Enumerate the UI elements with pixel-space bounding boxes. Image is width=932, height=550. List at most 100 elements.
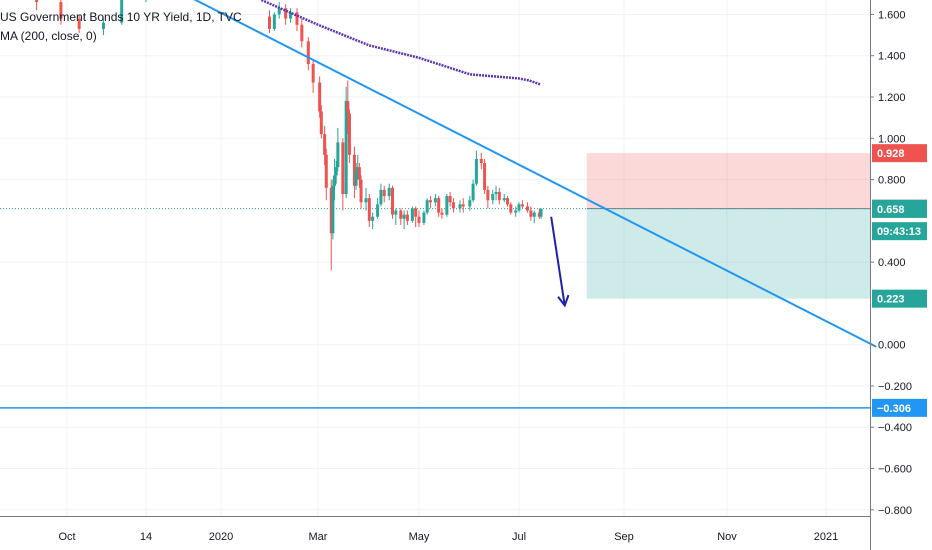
- candle-body: [268, 16, 271, 29]
- candle-body: [359, 179, 363, 203]
- candlestick-series: [35, 0, 543, 271]
- candle-body: [440, 212, 444, 215]
- y-tick-label: 0.800: [878, 175, 906, 187]
- candle: [347, 109, 351, 164]
- ma-indicator-label[interactable]: MA (200, close, 0): [0, 29, 97, 43]
- x-tick-label: May: [409, 531, 430, 543]
- grid-lines: [0, 0, 870, 516]
- candle: [354, 163, 358, 190]
- candle: [336, 127, 340, 172]
- candle-body: [399, 210, 403, 219]
- y-tick-label: 1.600: [878, 9, 906, 21]
- price-badge: −0.306: [872, 398, 927, 417]
- candle: [437, 196, 441, 217]
- candle: [425, 198, 429, 215]
- candle-body: [367, 198, 371, 221]
- candle: [391, 185, 395, 219]
- price-axis[interactable]: 1.600 1.400 1.200 1.000 0.800 0.400 0.000 −0.20…: [870, 0, 927, 550]
- candle: [537, 208, 541, 219]
- candle-body: [410, 208, 414, 221]
- y-tick-label: −0.200: [878, 381, 912, 393]
- stop-loss-zone: [586, 153, 870, 209]
- candle: [331, 179, 335, 240]
- candle-body: [532, 212, 536, 217]
- x-tick-label: Oct: [58, 531, 75, 543]
- candle-body: [437, 198, 441, 213]
- candle: [77, 14, 81, 34]
- candle-body: [537, 212, 541, 217]
- candle: [491, 189, 495, 205]
- candle-body: [319, 111, 323, 135]
- descending-trendline: [193, 0, 877, 348]
- candle-body: [514, 210, 518, 213]
- candle: [474, 150, 478, 186]
- candle: [352, 146, 356, 199]
- candle-body: [344, 101, 348, 195]
- candle: [532, 210, 536, 223]
- candle-body: [59, 2, 63, 19]
- candle: [333, 158, 337, 201]
- candle: [379, 183, 383, 207]
- candle: [344, 86, 348, 199]
- candle: [357, 163, 361, 188]
- candle: [525, 202, 529, 213]
- price-badge-bg: [872, 222, 927, 241]
- candle-body: [458, 204, 462, 209]
- candle-body: [445, 196, 449, 215]
- candle-body: [341, 142, 345, 195]
- price-badge-text: −0.306: [877, 403, 911, 415]
- candle-body: [387, 187, 391, 197]
- candle-body: [405, 214, 409, 221]
- price-badge: 0.928: [872, 144, 927, 163]
- candle: [277, 2, 281, 19]
- down-arrow-shaft: [550, 216, 566, 306]
- candle: [101, 18, 105, 36]
- candle: [509, 202, 513, 215]
- x-tick-label: Sep: [614, 531, 634, 543]
- candle-body: [402, 214, 406, 219]
- candle: [394, 208, 398, 225]
- candle: [364, 187, 368, 211]
- candle-body: [77, 18, 81, 29]
- x-tick-label: 2020: [209, 531, 233, 543]
- candle: [422, 210, 426, 225]
- candle: [59, 0, 63, 25]
- candle: [371, 212, 375, 230]
- candle-body: [284, 8, 288, 19]
- candle-body: [414, 208, 418, 217]
- candle: [471, 179, 475, 203]
- candle-body: [329, 187, 333, 234]
- down-arrow-icon: [557, 294, 570, 308]
- candle: [120, 0, 124, 25]
- candle-body: [494, 191, 498, 195]
- y-tick-label: 0.000: [878, 340, 906, 352]
- x-tick-label: 14: [140, 531, 152, 543]
- candle: [145, 0, 147, 3]
- candle: [502, 194, 506, 203]
- candle: [334, 160, 338, 184]
- candle-body: [336, 142, 340, 168]
- candle-body: [451, 202, 455, 209]
- candle-body: [461, 204, 465, 207]
- candle: [399, 208, 403, 225]
- price-badge-bg: [872, 199, 927, 218]
- price-badge-bg: [872, 289, 927, 308]
- candle-body: [382, 189, 386, 197]
- time-axis[interactable]: Oct 14 2020 Mar May Jul Sep Nov 2021: [0, 516, 870, 544]
- x-tick-label: 2021: [814, 531, 838, 543]
- candle-body: [371, 216, 375, 221]
- candle-body: [347, 113, 351, 155]
- long-short-position[interactable]: [586, 153, 870, 299]
- candle-body: [433, 198, 437, 203]
- candle-body: [422, 212, 426, 223]
- candle-body: [379, 189, 383, 205]
- candle: [506, 196, 510, 207]
- price-badge-bg: [872, 398, 927, 417]
- symbol-title: US Government Bonds 10 YR Yield, 1D, TVC: [0, 10, 242, 24]
- candle-body: [509, 204, 513, 213]
- drawing-overlays[interactable]: [192, 0, 877, 348]
- candle: [300, 18, 304, 48]
- candle-body: [289, 12, 293, 19]
- candle: [346, 80, 350, 135]
